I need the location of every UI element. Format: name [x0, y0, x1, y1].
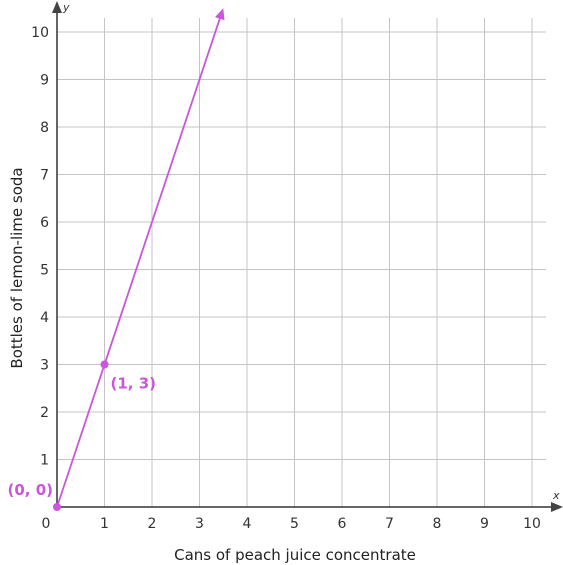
point-label: (1, 3) — [111, 375, 157, 393]
x-tick-labels: 0 1 2 3 4 5 6 7 8 9 10 — [42, 516, 541, 532]
x-axis-title: Cans of peach juice concentrate — [174, 546, 416, 564]
x-tick-label: 0 — [42, 516, 51, 532]
x-tick-label: 1 — [100, 516, 109, 532]
series-arrow — [215, 8, 224, 20]
y-tick-label: 6 — [40, 215, 49, 231]
y-tick-labels: 1 2 3 4 5 6 7 8 9 10 — [31, 25, 49, 469]
x-tick-label: 4 — [243, 516, 252, 532]
y-tick-label: 4 — [40, 310, 49, 326]
x-tick-label: 2 — [148, 516, 157, 532]
y-axis-letter: y — [62, 1, 70, 14]
y-axis-arrow — [52, 1, 62, 13]
y-axis-title: Bottles of lemon-lime soda — [8, 167, 26, 368]
y-tick-label: 9 — [40, 73, 49, 89]
series-line — [57, 14, 221, 507]
x-axis-arrow — [551, 502, 563, 512]
y-tick-label: 1 — [40, 453, 49, 469]
y-tick-label: 3 — [40, 358, 49, 374]
y-tick-label: 7 — [40, 168, 49, 184]
x-tick-label: 3 — [195, 516, 204, 532]
y-tick-label: 8 — [40, 120, 49, 136]
y-tick-label: 10 — [31, 25, 49, 41]
x-tick-label: 5 — [290, 516, 299, 532]
points: (0, 0) (1, 3) — [7, 361, 156, 512]
x-tick-label: 8 — [433, 516, 442, 532]
data-point — [101, 361, 109, 369]
y-tick-label: 2 — [40, 405, 49, 421]
point-label: (0, 0) — [7, 481, 53, 499]
x-tick-label: 6 — [338, 516, 347, 532]
grid — [57, 18, 546, 507]
axes — [52, 1, 563, 512]
x-tick-label: 7 — [385, 516, 394, 532]
y-tick-label: 5 — [40, 263, 49, 279]
x-axis-letter: x — [552, 489, 560, 502]
x-tick-label: 10 — [523, 516, 541, 532]
data-point — [53, 503, 61, 511]
x-tick-label: 9 — [480, 516, 489, 532]
